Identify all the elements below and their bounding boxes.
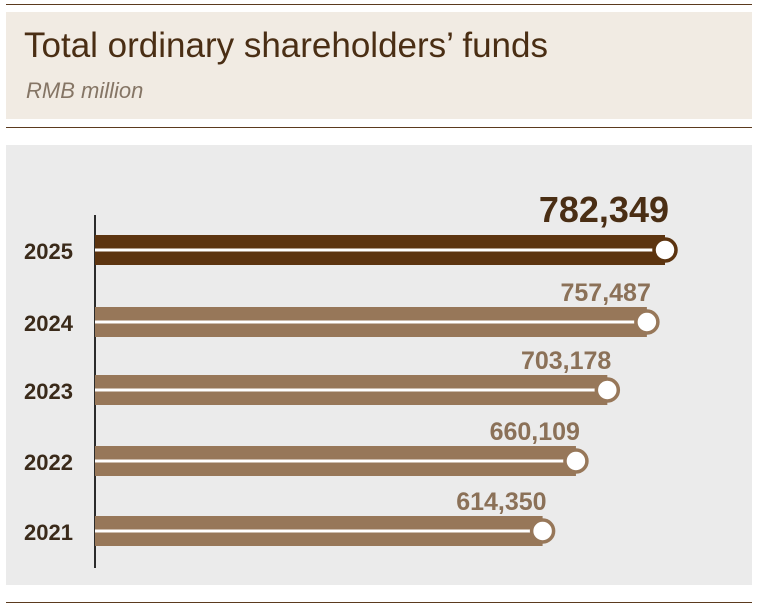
year-label-2025: 2025 [24, 239, 73, 264]
year-label-2024: 2024 [24, 311, 74, 336]
chart-panel [6, 145, 752, 585]
value-label-2021: 614,350 [456, 488, 546, 516]
year-label-2023: 2023 [24, 379, 73, 404]
chart-subtitle: RMB million [26, 78, 144, 103]
year-label-2021: 2021 [24, 520, 73, 545]
top-rule [6, 4, 752, 5]
header-bottom-rule [6, 127, 752, 128]
bar-stripe-2021 [95, 529, 543, 533]
value-label-2023: 703,178 [521, 347, 611, 375]
bar-end-marker-2021 [529, 518, 556, 544]
bar-end-marker-2024 [634, 309, 660, 335]
bottom-rule [6, 602, 752, 603]
bar-stripe-2025 [95, 248, 665, 252]
value-label-2025: 782,349 [539, 189, 669, 230]
bar-end-marker-2023 [594, 377, 621, 403]
chart-title: Total ordinary shareholders’ funds [24, 26, 548, 65]
value-label-2022: 660,109 [490, 418, 580, 446]
bar-end-marker-2022 [563, 448, 589, 474]
year-label-2022: 2022 [24, 450, 73, 475]
bar-stripe-2022 [95, 459, 576, 463]
bar-stripe-2024 [95, 320, 647, 324]
value-label-2024: 757,487 [561, 279, 651, 307]
bar-stripe-2023 [95, 388, 608, 392]
header-panel [6, 12, 752, 119]
bar-end-marker-2025 [652, 237, 678, 263]
